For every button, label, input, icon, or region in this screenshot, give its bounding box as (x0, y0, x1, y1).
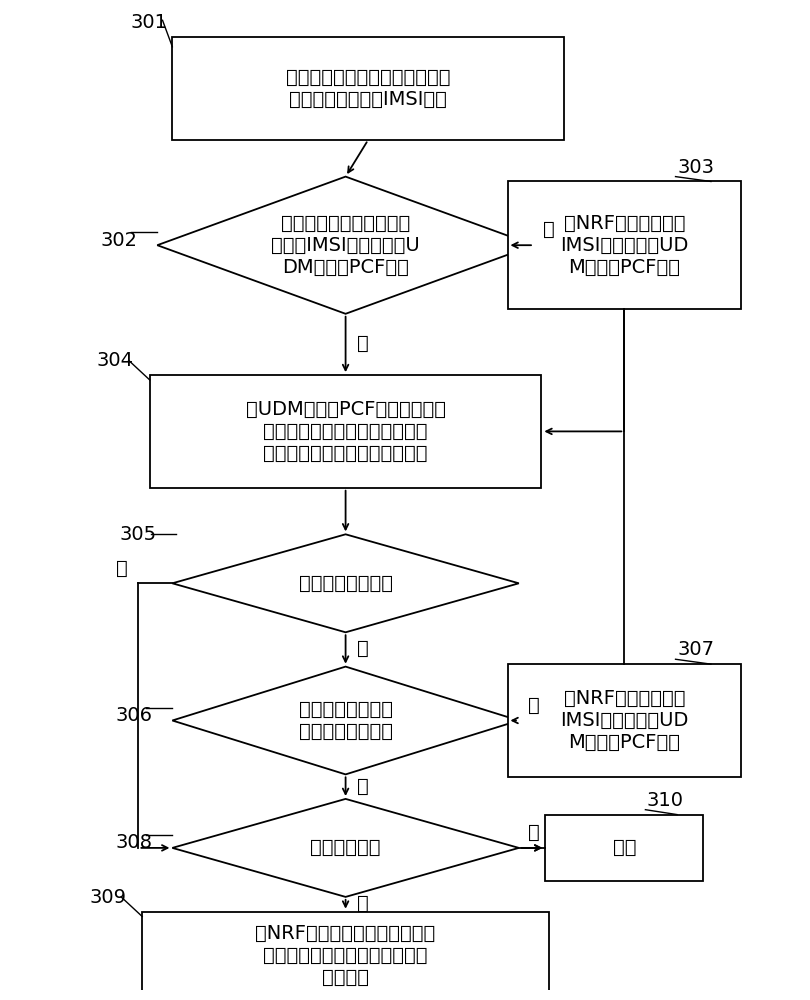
Text: 303: 303 (677, 158, 714, 177)
Text: 当检测到用户登录指令时，从用
户登录指令中获取IMSI号段: 当检测到用户登录指令时，从用 户登录指令中获取IMSI号段 (286, 68, 450, 109)
FancyBboxPatch shape (150, 375, 541, 488)
FancyBboxPatch shape (508, 664, 741, 777)
Text: 307: 307 (677, 640, 714, 659)
Text: 从NRF网元中获取该
IMSI号段对应的UD
M网元或PCF网元: 从NRF网元中获取该 IMSI号段对应的UD M网元或PCF网元 (561, 689, 688, 752)
Polygon shape (173, 534, 519, 632)
FancyBboxPatch shape (545, 815, 703, 881)
Text: 结束: 结束 (612, 838, 636, 857)
Text: 是: 是 (528, 696, 539, 715)
FancyBboxPatch shape (508, 181, 741, 309)
FancyBboxPatch shape (143, 912, 549, 1000)
Text: 否: 否 (357, 777, 369, 796)
Text: 从NRF网元中获取该
IMSI号段对应的UD
M网元或PCF网元: 从NRF网元中获取该 IMSI号段对应的UD M网元或PCF网元 (561, 214, 688, 277)
Polygon shape (157, 177, 534, 314)
Text: 否: 否 (543, 220, 555, 239)
Text: 302: 302 (100, 231, 138, 250)
Text: 数据查询是否失败: 数据查询是否失败 (299, 574, 393, 593)
Text: 向UDM网元或PCF网元发起用户
数据查询请求，得到与用户数据
查询指令相对应的数据查询结果: 向UDM网元或PCF网元发起用户 数据查询请求，得到与用户数据 查询指令相对应的… (245, 400, 446, 463)
Text: 301: 301 (131, 13, 168, 32)
Polygon shape (173, 667, 519, 774)
Text: 309: 309 (89, 888, 126, 907)
Text: 是: 是 (357, 894, 369, 913)
Text: 310: 310 (647, 791, 684, 810)
Text: 否: 否 (528, 823, 539, 842)
Text: 308: 308 (116, 834, 153, 852)
FancyBboxPatch shape (173, 37, 564, 140)
Text: 在本地地址缓存中确定是
否存在IMSI号段对应的U
DM网元或PCF网元: 在本地地址缓存中确定是 否存在IMSI号段对应的U DM网元或PCF网元 (271, 214, 420, 277)
Polygon shape (173, 799, 519, 897)
Text: 是: 是 (357, 639, 369, 658)
Text: 306: 306 (116, 706, 153, 725)
Text: 304: 304 (97, 351, 134, 370)
Text: 从NRF网元中获取地址更新信息
，并根据地址更新信息更新本地
地址缓存: 从NRF网元中获取地址更新信息 ，并根据地址更新信息更新本地 地址缓存 (255, 924, 436, 987)
Text: 数据查询失败次数
是否大于预设阈值: 数据查询失败次数 是否大于预设阈值 (299, 700, 393, 741)
Text: 是: 是 (357, 334, 369, 353)
Text: 缓存是否超时: 缓存是否超时 (310, 838, 381, 857)
Text: 305: 305 (120, 525, 156, 544)
Text: 否: 否 (116, 558, 128, 578)
